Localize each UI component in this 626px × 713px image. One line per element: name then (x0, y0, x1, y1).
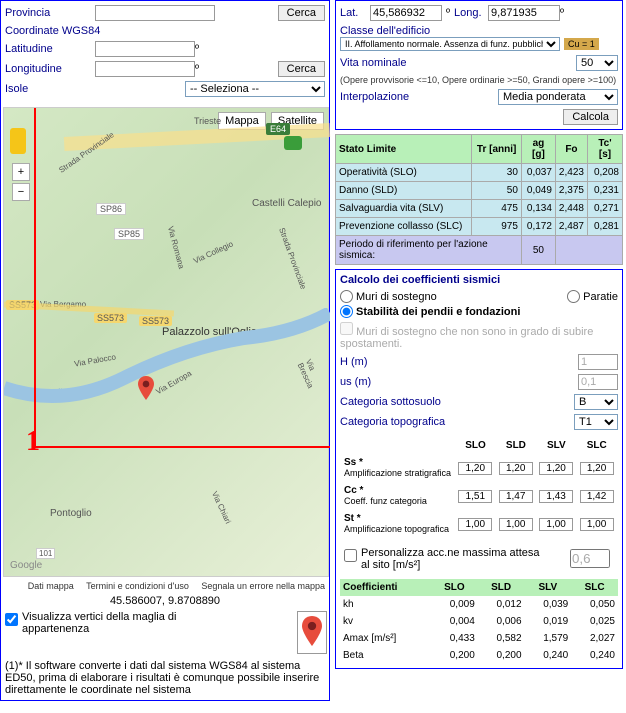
paratie-radio-label[interactable]: Paratie (567, 290, 618, 303)
lat-deg: º (195, 43, 199, 55)
wgs84-title: Coordinate WGS84 (5, 25, 325, 37)
footnote: (1)* Il software converte i dati dal sis… (1, 656, 329, 700)
zoom-out-button[interactable]: − (12, 183, 30, 201)
google-label: Google (10, 560, 42, 571)
cc-sld[interactable] (499, 490, 533, 503)
stradaprov2-label: Strada Provinciale (277, 226, 308, 290)
stab-radio-label[interactable]: Stabilità dei pendii e fondazioni (340, 305, 520, 318)
lon-input[interactable] (95, 61, 195, 77)
us-label: us (m) (340, 376, 371, 388)
pers-label: Personalizza acc.ne massima attesa al si… (361, 547, 541, 571)
ss-slv[interactable] (539, 462, 573, 475)
muri-radio[interactable] (340, 290, 353, 303)
interp-select[interactable]: Media ponderata (498, 89, 618, 105)
cc-slv[interactable] (539, 490, 573, 503)
cu-badge: Cu = 1 (564, 38, 599, 50)
ss-sld[interactable] (499, 462, 533, 475)
sp101-label: 101 (36, 548, 55, 559)
viz-vertici-checkbox[interactable] (5, 613, 18, 626)
e64-shield: E64 (266, 123, 290, 135)
classe-label: Classe dell'edificio (340, 25, 618, 37)
pers-checkbox[interactable] (344, 549, 357, 562)
r-lat-label: Lat. (340, 7, 370, 19)
marker-1: 1 (26, 426, 40, 458)
calc-title: Calcolo dei coefficienti sismici (340, 274, 618, 286)
hm-label: H (m) (340, 356, 368, 368)
cattopo-label: Categoria topografica (340, 416, 445, 428)
map-data-link[interactable]: Dati mappa (28, 581, 74, 591)
lat-input[interactable] (95, 41, 195, 57)
catsotto-select[interactable]: B (574, 394, 618, 410)
pegman-icon[interactable] (10, 128, 26, 154)
disabled-check: Muri di sostegno che non sono in grado d… (340, 322, 618, 350)
isole-select[interactable]: -- Seleziona -- (185, 81, 325, 97)
coords-display: 45.586007, 9.8708890 (1, 595, 329, 607)
red-line-vertical (34, 108, 36, 448)
lon-label: Longitudine (5, 63, 95, 75)
st-slo[interactable] (458, 518, 492, 531)
castelli-label: Castelli Calepio (252, 198, 321, 209)
viaromana-label: Via Romana (166, 225, 186, 270)
isole-label: Isole (5, 83, 95, 95)
coef-input-table: SLOSLDSLVSLC Ss *Amplificazione stratigr… (340, 436, 618, 539)
ss-slc[interactable] (580, 462, 614, 475)
lat-label: Latitudine (5, 43, 95, 55)
red-line-horizontal (34, 446, 330, 448)
lon-deg: º (195, 63, 199, 75)
map-terms-link[interactable]: Termini e condizioni d'uso (86, 581, 189, 591)
cerca-provincia-button[interactable]: Cerca (278, 5, 325, 21)
classe-select[interactable]: II. Affollamento normale. Assenza di fun… (340, 37, 560, 51)
catsotto-label: Categoria sottosuolo (340, 396, 441, 408)
hm-input[interactable] (578, 354, 618, 370)
pontoglio-label: Pontoglio (50, 508, 92, 519)
vita-select[interactable]: 50 (576, 55, 618, 71)
pin-legend (297, 611, 327, 654)
provincia-input[interactable] (95, 5, 215, 21)
stato-limite-table: Stato Limite Tr [anni] ag [g] Fo Tc' [s]… (335, 134, 623, 265)
vita-label: Vita nominale (340, 57, 406, 69)
us-input[interactable] (578, 374, 618, 390)
cerca-coord-button[interactable]: Cerca (278, 61, 325, 77)
viz-vertici-label: Visualizza vertici della maglia di appar… (22, 611, 237, 635)
vita-note: (Opere provvisorie <=10, Opere ordinarie… (340, 75, 618, 85)
ss-slo[interactable] (458, 462, 492, 475)
r-lon-label: Long. (454, 7, 488, 19)
st-sld[interactable] (499, 518, 533, 531)
map-pin-icon[interactable] (138, 376, 154, 400)
paratie-radio[interactable] (567, 290, 580, 303)
r-lon-input[interactable] (488, 5, 560, 21)
sp86-label: SP86 (96, 203, 126, 215)
viachiari-label: Via Chiari (210, 490, 233, 525)
cc-slo[interactable] (458, 490, 492, 503)
st-slv[interactable] (539, 518, 573, 531)
map-report-link[interactable]: Segnala un errore nella mappa (201, 581, 325, 591)
results-table: CoefficientiSLOSLDSLVSLC kh0,0090,0120,0… (340, 579, 618, 664)
sp85-label: SP85 (114, 228, 144, 240)
viacollegio-label: Via Collegio (192, 239, 234, 265)
zoom-in-button[interactable]: + (12, 163, 30, 181)
pers-input[interactable] (570, 549, 610, 568)
r-lat-input[interactable] (370, 5, 442, 21)
highway-icon (284, 136, 302, 150)
calcola-button[interactable]: Calcola (563, 109, 618, 125)
map[interactable]: Mappa Satellite + − E64 Trieste Strada P… (3, 107, 329, 577)
trieste-label: Trieste (194, 116, 221, 126)
muri-radio-label[interactable]: Muri di sostegno (340, 290, 437, 303)
stab-radio[interactable] (340, 305, 353, 318)
st-slc[interactable] (580, 518, 614, 531)
cattopo-select[interactable]: T1 (574, 414, 618, 430)
provincia-label: Provincia (5, 7, 95, 19)
interp-label: Interpolazione (340, 91, 409, 103)
cc-slc[interactable] (580, 490, 614, 503)
muri-disabled-checkbox (340, 322, 353, 335)
